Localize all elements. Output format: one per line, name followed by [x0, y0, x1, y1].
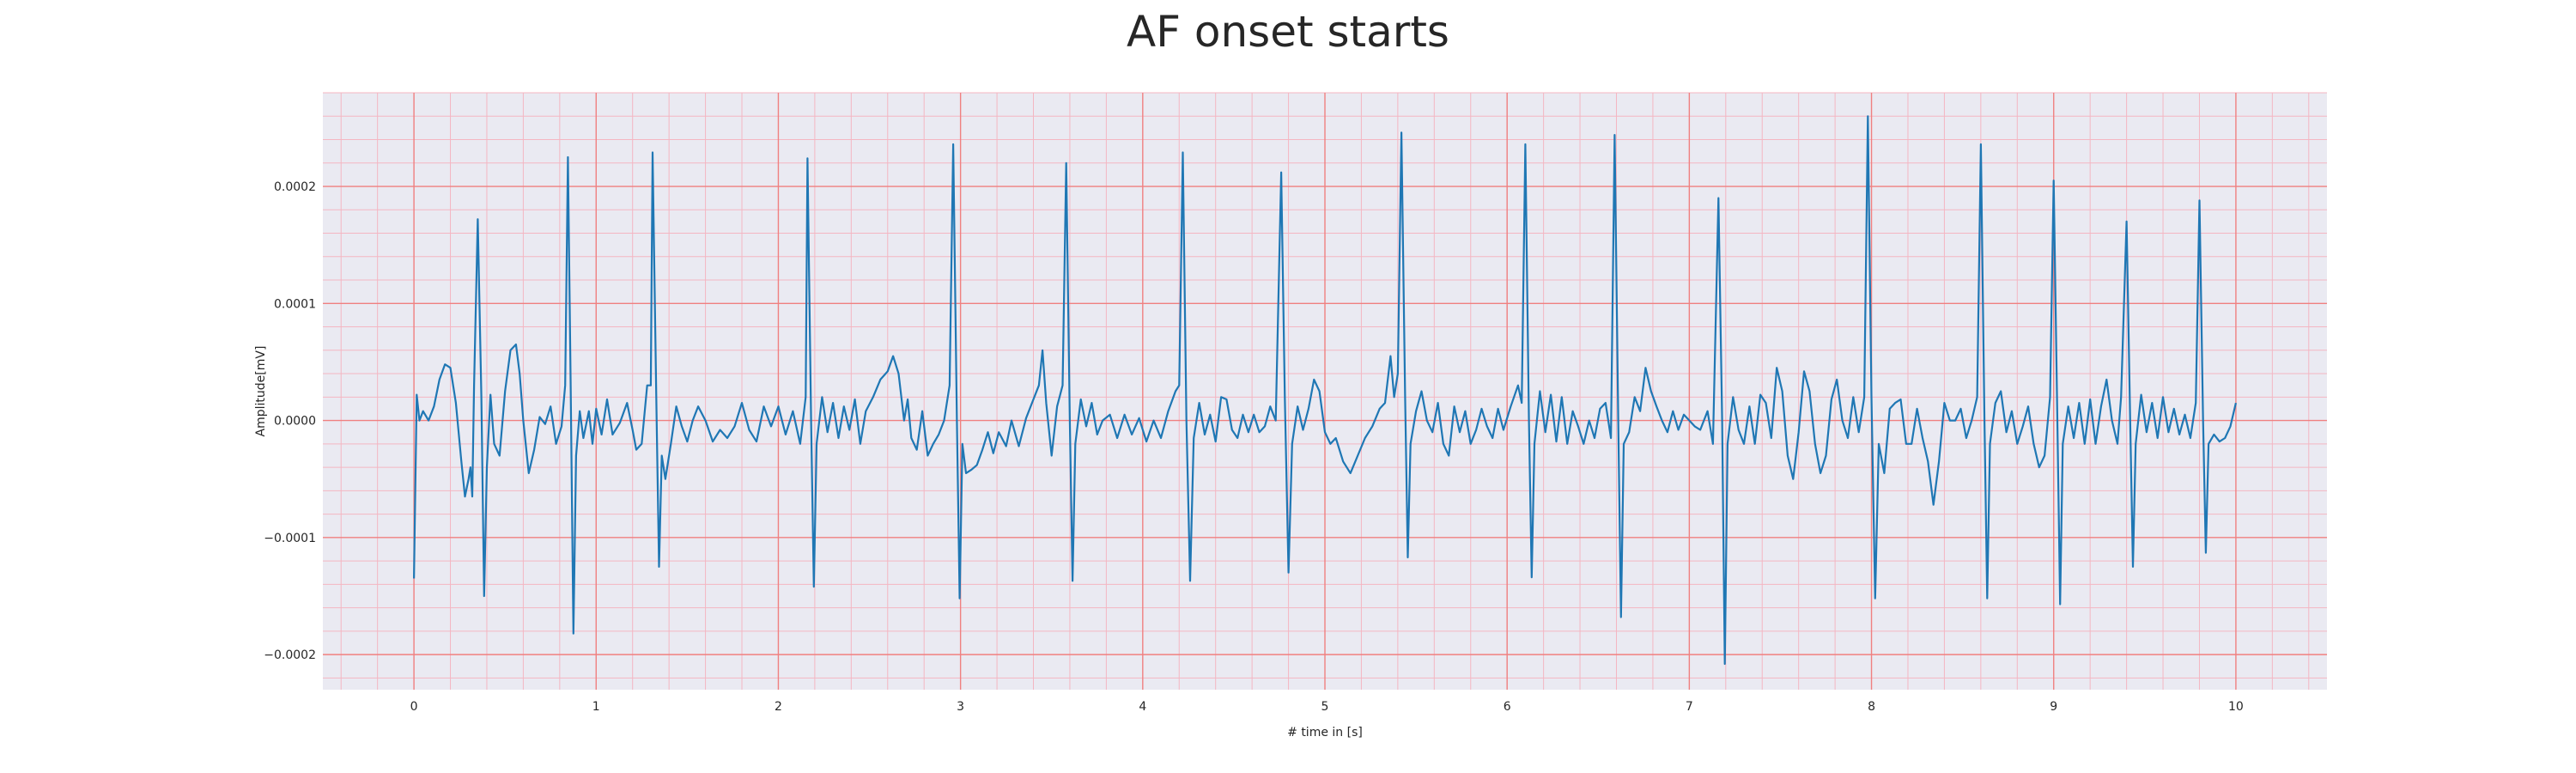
y-tick-label: 0.0001: [274, 297, 316, 311]
y-tick-label: 0.0000: [274, 415, 316, 429]
y-axis: −0.0002 −0.0001 0.0000 0.0001 0.0002: [264, 180, 316, 662]
y-tick-label: 0.0002: [274, 180, 316, 194]
x-tick-label: 0: [410, 700, 418, 714]
x-tick-label: 5: [1321, 700, 1329, 714]
x-tick-label: 2: [775, 700, 782, 714]
y-tick-label: −0.0001: [264, 532, 316, 545]
x-tick-label: 6: [1504, 700, 1511, 714]
x-tick-label: 9: [2050, 700, 2057, 714]
y-axis-label: Amplitude[mV]: [254, 346, 268, 437]
x-tick-label: 8: [1868, 700, 1875, 714]
x-tick-label: 3: [957, 700, 964, 714]
ecg-signal-line: [413, 115, 2237, 666]
x-tick-label: 1: [592, 700, 600, 714]
x-axis-label: # time in [s]: [1287, 726, 1363, 740]
chart-title: AF onset starts: [1127, 7, 1449, 57]
y-tick-label: −0.0002: [264, 648, 316, 662]
x-tick-label: 4: [1139, 700, 1146, 714]
x-tick-label: 10: [2228, 700, 2244, 714]
x-tick-label: 7: [1686, 700, 1693, 714]
x-axis: 0 1 2 3 4 5 6 7 8 9 10: [410, 700, 2244, 714]
